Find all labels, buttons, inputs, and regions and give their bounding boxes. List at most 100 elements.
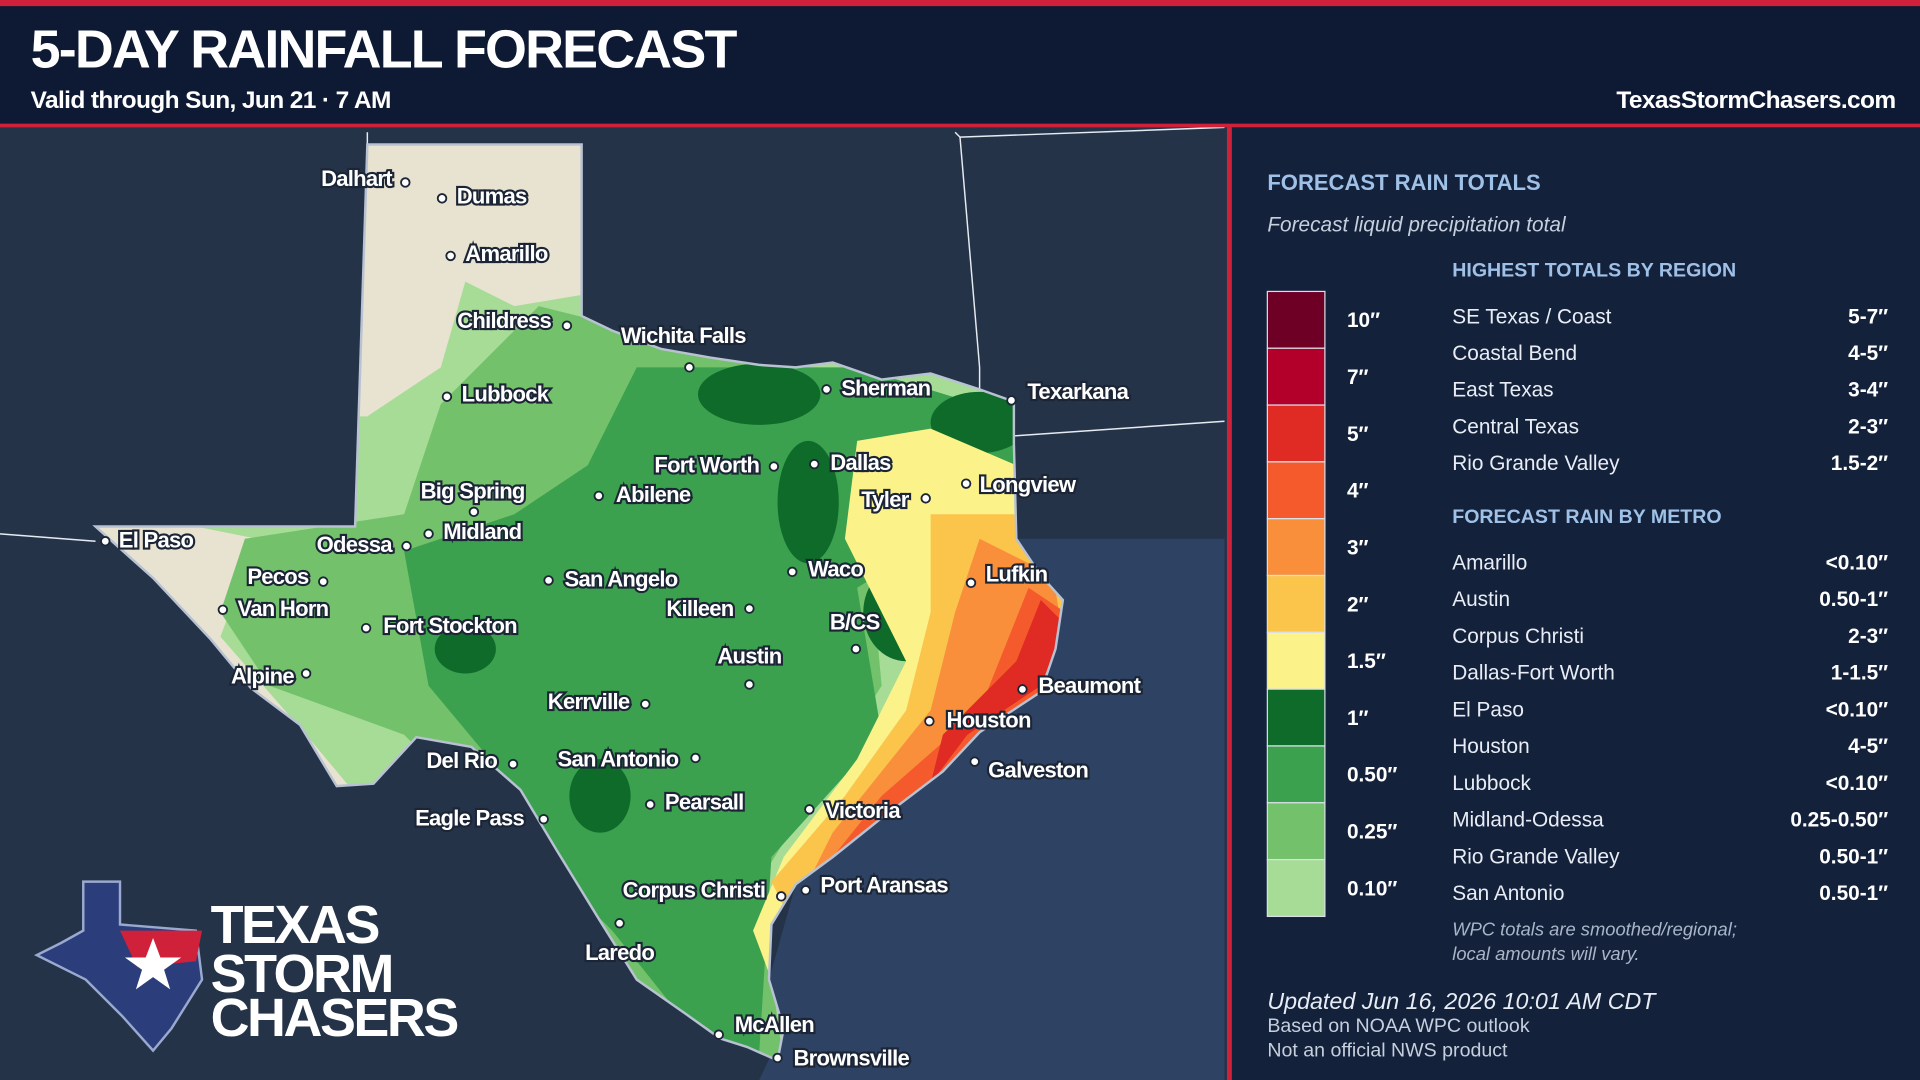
city-label: Kerrville — [548, 689, 630, 714]
city-label: El Paso — [119, 527, 194, 552]
city-label: Corpus Christi — [623, 878, 766, 903]
title: 5-DAY RAINFALL FORECAST — [31, 19, 738, 79]
source: Based on NOAA WPC outlook — [1267, 1015, 1529, 1037]
city-label: Dallas — [830, 450, 891, 475]
city-label: Abilene — [616, 482, 691, 507]
scale-label: 1.5″ — [1347, 650, 1386, 673]
scale-label: 0.50″ — [1347, 764, 1397, 787]
row-value: 0.25-0.50″ — [1790, 809, 1888, 832]
scale-label: 0.10″ — [1347, 877, 1397, 900]
scale-swatch — [1266, 290, 1326, 349]
city-label: Beaumont — [1038, 673, 1141, 698]
city-dot — [804, 804, 815, 815]
row-value: 0.50-1″ — [1819, 588, 1888, 611]
row-name: Central Texas — [1452, 415, 1579, 438]
city-dot — [640, 698, 651, 710]
row-name: Amarillo — [1452, 551, 1527, 574]
note: WPC totals are smoothed/regional; — [1452, 919, 1737, 940]
city-label: Alpine — [231, 663, 294, 688]
row-name: East Texas — [1452, 379, 1553, 402]
scale-swatch — [1266, 631, 1326, 690]
city-label: Brownsville — [793, 1045, 909, 1070]
city-label: Texarkana — [1027, 379, 1129, 404]
scale-label: 5″ — [1347, 423, 1369, 446]
city-dot — [960, 478, 972, 489]
scale-label: 0.25″ — [1347, 821, 1397, 844]
legend-title: FORECAST RAIN TOTALS — [1267, 170, 1540, 195]
city-label: Victoria — [825, 798, 901, 823]
city-dot — [776, 891, 787, 902]
city-dot — [850, 643, 862, 655]
city-dot — [744, 679, 755, 690]
subtitle: Valid through Sun, Jun 21 · 7 AM — [31, 87, 391, 114]
city-label: Van Horn — [238, 596, 329, 621]
city-label: San Antonio — [558, 747, 679, 772]
city-dot — [965, 577, 977, 589]
city-dot — [445, 250, 456, 262]
row-value: 1-1.5″ — [1831, 662, 1888, 685]
site: TexasStormChasers.com — [1616, 87, 1895, 114]
city-dot — [924, 716, 935, 727]
city-dot — [423, 528, 434, 540]
row-value: 3-4″ — [1848, 379, 1888, 402]
city-label: McAllen — [735, 1012, 815, 1037]
city-label: Fort Stockton — [383, 613, 517, 638]
city-dot — [543, 575, 554, 586]
section-title: HIGHEST TOTALS BY REGION — [1452, 260, 1736, 282]
city-dot — [561, 320, 573, 331]
city-dot — [441, 391, 453, 402]
city-dot — [800, 885, 811, 896]
scale-label: 4″ — [1347, 480, 1369, 503]
city-dot — [468, 506, 480, 518]
city-dot — [538, 813, 549, 825]
row-name: Corpus Christi — [1452, 625, 1584, 648]
row-value: <0.10″ — [1826, 698, 1889, 721]
header — [0, 0, 1920, 127]
row-name: Rio Grande Valley — [1452, 845, 1620, 868]
row-value: 4-5″ — [1848, 735, 1888, 758]
city-label: Odessa — [317, 532, 394, 557]
scale-swatch — [1266, 347, 1326, 406]
city-dot — [217, 604, 229, 615]
city-dot — [920, 493, 931, 504]
city-dot — [360, 622, 372, 634]
scale-swatch — [1266, 802, 1326, 861]
city-label: Tyler — [861, 487, 910, 512]
city-label: San Angelo — [564, 567, 677, 592]
row-name: Rio Grande Valley — [1452, 452, 1620, 475]
note: local amounts will vary. — [1452, 943, 1639, 964]
row-value: 4-5″ — [1848, 342, 1888, 365]
city-label: B/CS — [830, 609, 880, 634]
section-title: FORECAST RAIN BY METRO — [1452, 506, 1721, 528]
logo-text: CHASERS — [211, 988, 458, 1048]
city-label: Del Rio — [426, 748, 497, 773]
city-label: Wichita Falls — [621, 323, 746, 348]
row-value: 2-3″ — [1848, 415, 1888, 438]
header-rule — [0, 123, 1920, 128]
city-dot — [821, 384, 832, 395]
city-label: Port Aransas — [820, 873, 948, 898]
city-label: Dalhart — [321, 166, 393, 191]
city-dot — [1006, 395, 1017, 406]
scale-swatch — [1266, 518, 1326, 577]
scale-swatch — [1266, 461, 1326, 520]
row-name: Houston — [1452, 735, 1529, 758]
scale-label: 1″ — [1347, 707, 1369, 730]
city-dot — [787, 566, 798, 578]
scale-swatch — [1266, 858, 1326, 918]
row-value: 0.50-1″ — [1819, 882, 1888, 905]
scale-swatch — [1266, 404, 1326, 463]
city-label: Laredo — [585, 940, 654, 965]
row-name: Midland-Odessa — [1452, 809, 1604, 832]
row-name: Austin — [1452, 588, 1510, 611]
city-layer: Dalhart Dumas Amarillo Childress Lubbock Wich… — [100, 164, 1144, 1072]
scale-label: 2″ — [1347, 593, 1369, 616]
gulf — [759, 538, 1225, 1080]
updated: Updated Jun 16, 2026 10:01 AM CDT — [1267, 988, 1657, 1014]
panel-rule — [1226, 127, 1232, 1080]
city-dot — [400, 177, 411, 188]
city-dot — [744, 603, 755, 614]
row-value: 0.50-1″ — [1819, 845, 1888, 868]
city-label: Big Spring — [421, 478, 525, 503]
